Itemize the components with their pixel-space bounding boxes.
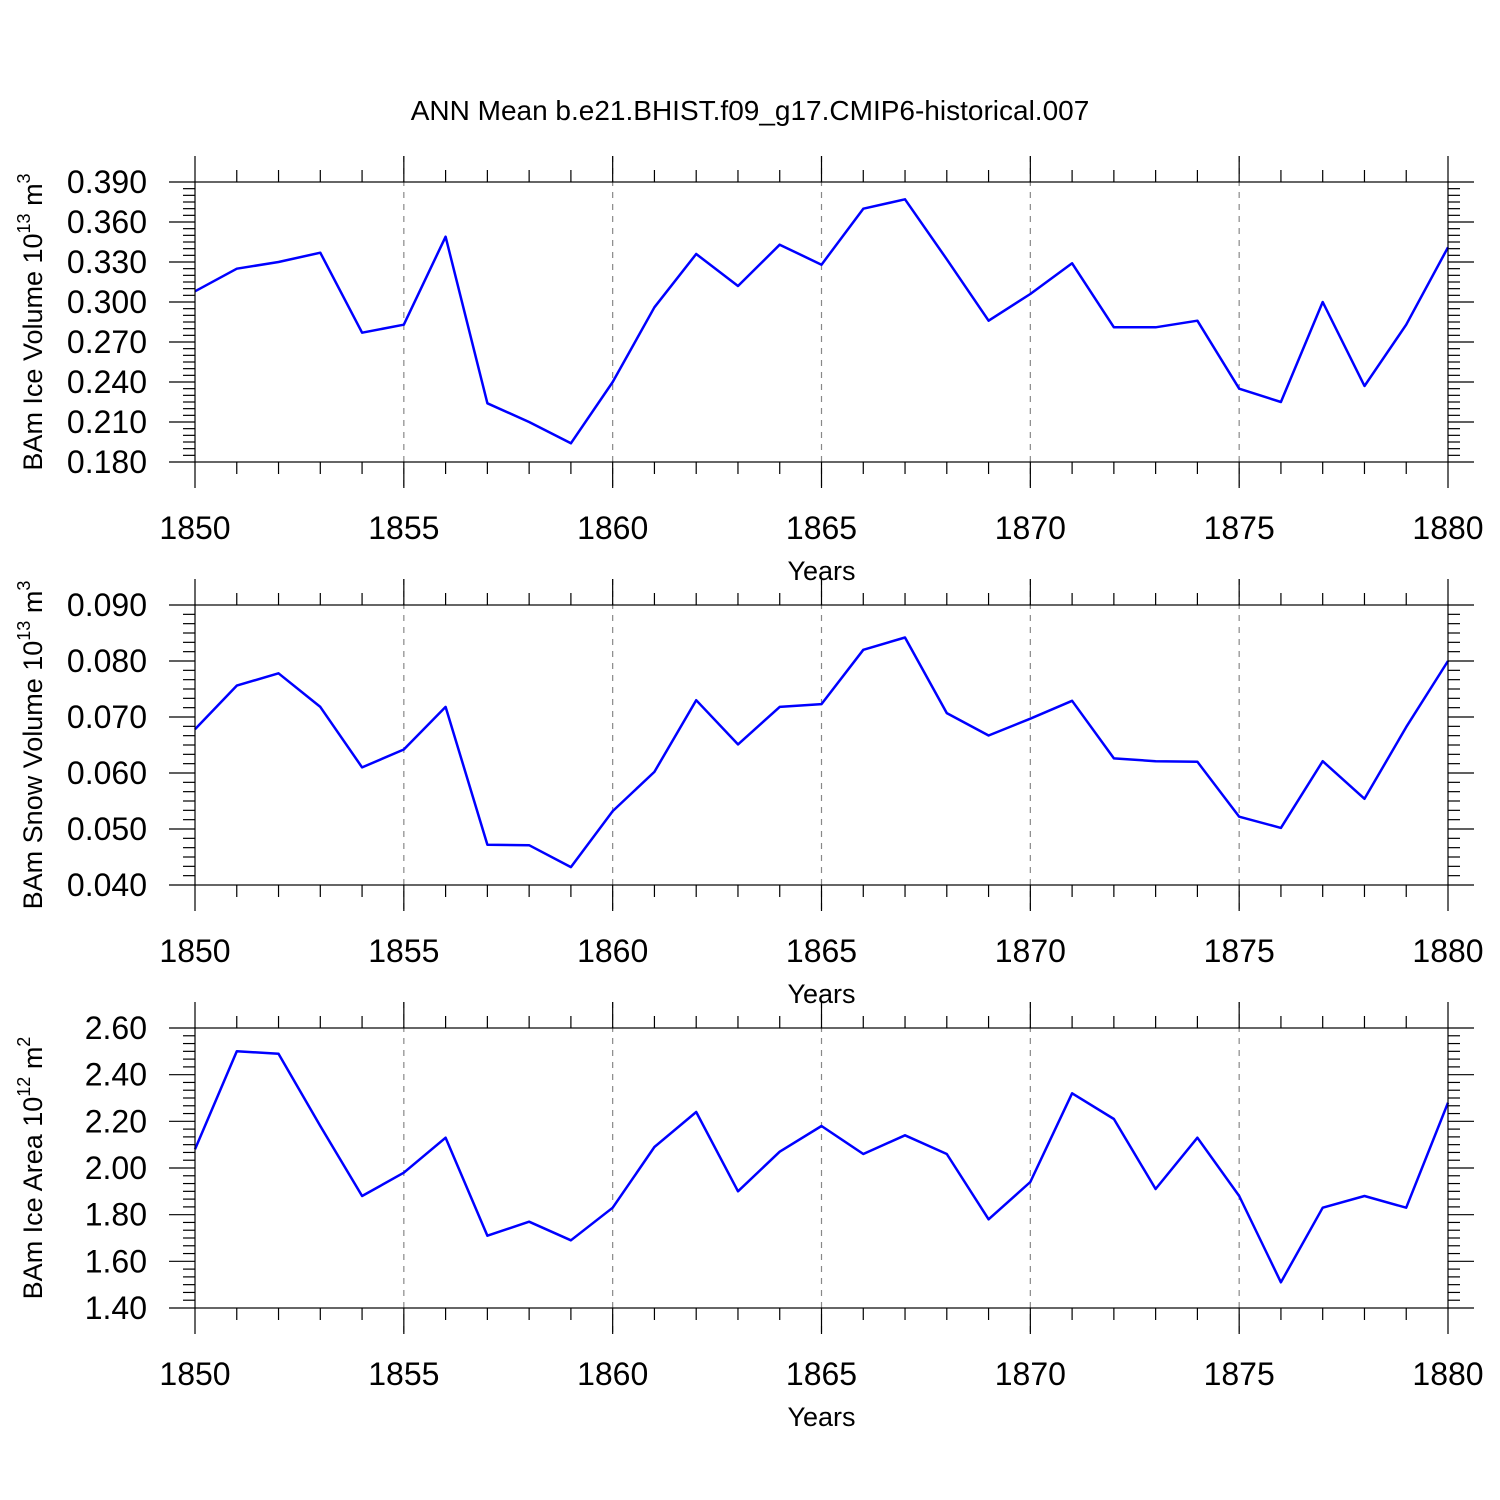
y-axis-title-unit-exponent: 2 bbox=[14, 1037, 34, 1047]
y-tick-label: 1.40 bbox=[85, 1290, 147, 1326]
x-tick-label: 1860 bbox=[577, 510, 648, 546]
series-line bbox=[194, 636, 1450, 869]
y-tick-label: 1.80 bbox=[85, 1197, 147, 1233]
y-axis-title-exponent: 12 bbox=[14, 1077, 34, 1097]
y-axis-title: BAm Snow Volume 1013 m3 bbox=[14, 581, 48, 910]
y-tick-label: 0.080 bbox=[67, 643, 147, 679]
y-tick-label: 0.390 bbox=[67, 164, 147, 200]
x-tick-label: 1850 bbox=[159, 510, 230, 546]
x-tick-label: 1865 bbox=[786, 510, 857, 546]
x-tick-label: 1860 bbox=[577, 1356, 648, 1392]
series-line bbox=[194, 198, 1450, 445]
y-tick-label: 2.00 bbox=[85, 1150, 147, 1186]
figure-title: ANN Mean b.e21.BHIST.f09_g17.CMIP6-histo… bbox=[411, 95, 1090, 126]
plot-frame bbox=[194, 604, 1449, 886]
y-tick-label: 2.40 bbox=[85, 1057, 147, 1093]
y-axis-title-main: BAm Ice Volume 10 bbox=[18, 233, 48, 470]
y-tick-label: 0.270 bbox=[67, 324, 147, 360]
y-axis-title-exponent: 13 bbox=[14, 621, 34, 641]
y-axis-title-exponent: 13 bbox=[14, 213, 34, 233]
y-axis-title-main: BAm Snow Volume 10 bbox=[18, 641, 48, 910]
x-axis-title: Years bbox=[787, 1402, 855, 1432]
chart-panel-3: 1.40 1.60 1.80 2.00 2.20 2.40 2.60 1850 1855 1860… bbox=[14, 1002, 1484, 1432]
y-tick-label: 2.60 bbox=[85, 1010, 147, 1046]
x-tick-label: 1865 bbox=[786, 933, 857, 969]
x-tick-label: 1880 bbox=[1412, 1356, 1483, 1392]
x-tick-label: 1850 bbox=[159, 1356, 230, 1392]
y-tick-label: 0.210 bbox=[67, 404, 147, 440]
y-axis-title-unit-exponent: 3 bbox=[14, 173, 34, 183]
y-tick-label: 1.60 bbox=[85, 1243, 147, 1279]
x-tick-label: 1880 bbox=[1412, 933, 1483, 969]
y-tick-label: 0.040 bbox=[67, 867, 147, 903]
y-tick-label: 0.300 bbox=[67, 284, 147, 320]
x-tick-label: 1850 bbox=[159, 933, 230, 969]
x-tick-label: 1870 bbox=[995, 510, 1066, 546]
y-axis-title: BAm Ice Area 1012 m2 bbox=[14, 1037, 48, 1300]
panels: 0.180 0.210 0.240 0.270 0.300 0.330 0.360 0.390… bbox=[14, 156, 1484, 1432]
x-tick-label: 1875 bbox=[1204, 933, 1275, 969]
x-tick-label: 1855 bbox=[368, 933, 439, 969]
x-tick-label: 1870 bbox=[995, 1356, 1066, 1392]
chart-panel-2: 0.040 0.050 0.060 0.070 0.080 0.090 1850 1855 18… bbox=[14, 579, 1484, 1009]
x-tick-label: 1860 bbox=[577, 933, 648, 969]
y-tick-label: 0.070 bbox=[67, 699, 147, 735]
y-axis-title-unit: m bbox=[18, 183, 48, 213]
x-tick-label: 1855 bbox=[368, 510, 439, 546]
x-tick-label: 1875 bbox=[1204, 510, 1275, 546]
plot-frame bbox=[194, 181, 1449, 463]
y-axis-title-unit: m bbox=[18, 1047, 48, 1077]
y-axis-title-main: BAm Ice Area 10 bbox=[18, 1097, 48, 1300]
y-axis-title-unit-exponent: 3 bbox=[14, 581, 34, 591]
plot-frame bbox=[194, 1027, 1449, 1309]
y-tick-label: 2.20 bbox=[85, 1103, 147, 1139]
y-tick-label: 0.360 bbox=[67, 204, 147, 240]
x-tick-label: 1875 bbox=[1204, 1356, 1275, 1392]
y-axis-title-unit: m bbox=[18, 591, 48, 621]
x-tick-label: 1870 bbox=[995, 933, 1066, 969]
y-tick-label: 0.330 bbox=[67, 244, 147, 280]
y-tick-label: 0.060 bbox=[67, 755, 147, 791]
x-tick-label: 1880 bbox=[1412, 510, 1483, 546]
y-tick-label: 0.180 bbox=[67, 444, 147, 480]
x-tick-label: 1855 bbox=[368, 1356, 439, 1392]
chart-panel-1: 0.180 0.210 0.240 0.270 0.300 0.330 0.360 0.390… bbox=[14, 156, 1484, 586]
series-line bbox=[193, 1050, 1450, 1284]
y-axis-title: BAm Ice Volume 1013 m3 bbox=[14, 173, 48, 470]
y-tick-label: 0.240 bbox=[67, 364, 147, 400]
y-tick-label: 0.090 bbox=[67, 587, 147, 623]
y-tick-label: 0.050 bbox=[67, 811, 147, 847]
x-tick-label: 1865 bbox=[786, 1356, 857, 1392]
